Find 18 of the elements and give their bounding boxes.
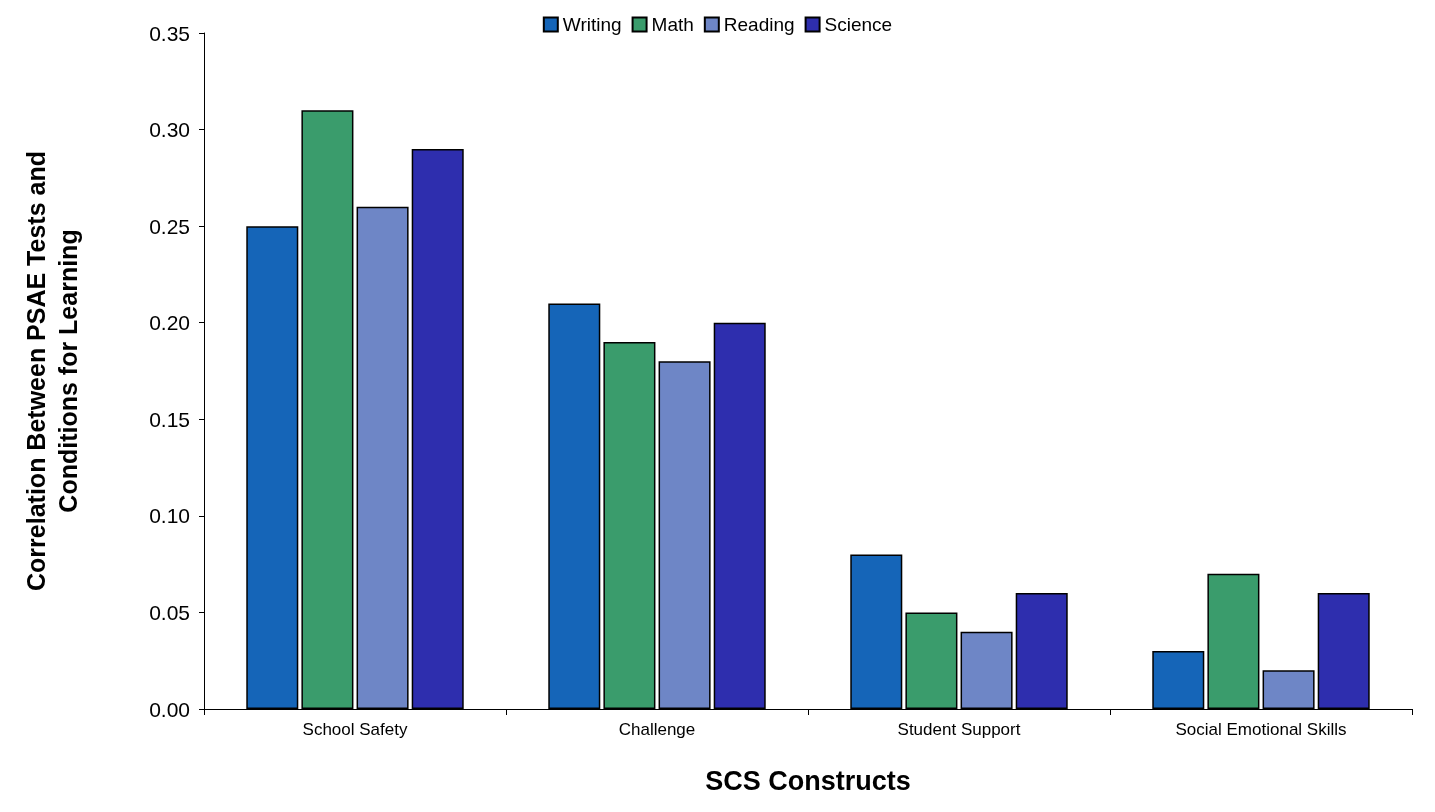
legend-label: Science: [824, 14, 893, 35]
x-tick-label: School Safety: [302, 720, 408, 739]
y-tick-label: 0.30: [149, 118, 190, 142]
y-tick-label: 0.00: [149, 697, 190, 721]
x-tick-label: Social Emotional Skills: [1175, 720, 1347, 739]
x-tick-label: Student Support: [897, 720, 1021, 739]
y-tick-label: 0.20: [149, 311, 190, 335]
y-tick-label: 0.05: [149, 600, 190, 624]
x-axis-title: SCS Constructs: [705, 765, 911, 796]
y-tick-label: 0.15: [149, 407, 190, 431]
y-axis-title: Correlation Between PSAE Tests and Conditions for Learning: [22, 151, 82, 591]
y-tick-label: 0.25: [149, 214, 190, 238]
y-tick-label: 0.10: [149, 504, 190, 528]
y-tick-label: 0.35: [149, 21, 190, 45]
legend-label: Writing: [562, 14, 622, 35]
legend-label: Reading: [723, 14, 795, 35]
x-tick-label: Challenge: [618, 720, 696, 739]
legend-label: Math: [651, 14, 694, 35]
